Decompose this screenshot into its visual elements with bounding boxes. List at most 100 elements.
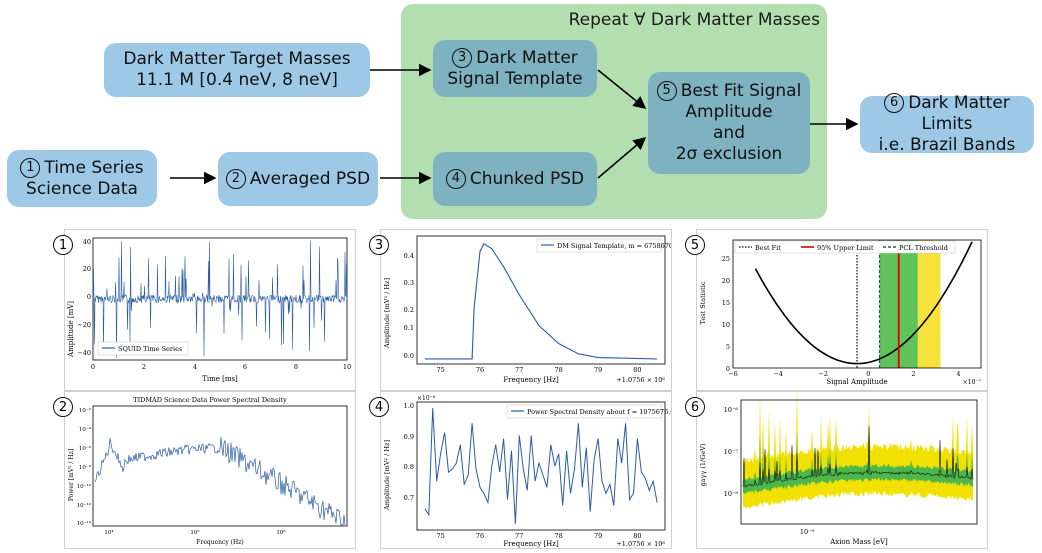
p5-xscale: ×10⁻⁷ — [963, 379, 982, 386]
best-fit-box: 5 Best Fit Signal Amplitude and 2σ exclusion — [648, 72, 810, 174]
p6-ytick: 10⁻⁷ — [724, 448, 739, 456]
plot-psd: TIDMAD Science Data Power Spectral Densi… — [53, 391, 356, 549]
averaged-psd-box: 2 Averaged PSD — [218, 152, 378, 206]
p6-ytick: 10⁻⁶ — [724, 406, 739, 414]
p6-xtick: 10⁻⁹ — [800, 528, 815, 536]
p1-ytick: 0 — [87, 293, 91, 301]
x-tick-label: 75 — [436, 532, 444, 540]
p5-ytick: 25 — [722, 255, 730, 263]
x-tick-label: 75 — [436, 366, 444, 374]
plot-signal-template: Amplitude [mV² / Hz] 0.4 0.3 0.2 0.1 0.0… — [369, 229, 673, 391]
plot-test-statistic: Test Statistic 25 20 15 10 5 0 −6 −4 −2 0 2 4… — [685, 229, 988, 391]
target-masses-box: Dark Matter Target Masses 11.1 M [0.4 neV… — [104, 43, 370, 97]
p5-ylabel: Test Statistic — [699, 281, 707, 324]
p1-ylabel: Amplitude [mV] — [67, 301, 75, 358]
plot-badge-4: 4 — [369, 397, 389, 417]
flow-arrows — [170, 63, 859, 185]
p4-series-line — [424, 408, 658, 524]
p3-ytick: 0.3 — [404, 279, 414, 287]
p4-legend — [506, 404, 663, 419]
p6-green-band — [743, 431, 973, 495]
p1-xtick: 10 — [343, 363, 351, 371]
time-series-line2: Science Data — [26, 178, 138, 199]
time-series-line1: Time Series — [44, 157, 144, 178]
x-tick-label: −6 — [728, 370, 738, 378]
p3-legend-label: DM Signal Template, m = 6758670 — [557, 242, 671, 250]
signal-template-line2: Signal Template — [447, 68, 583, 89]
p5-legend-bestfit: Best Fit — [755, 244, 781, 252]
p2-xtick: 10⁶ — [276, 529, 286, 536]
plot-brazil-bands: gaγγ (1/GeV) 10⁻⁶ 10⁻⁷ 10⁻⁸ 10⁻⁹ Axion M… — [685, 386, 988, 549]
step-badge-1: 1 — [20, 157, 41, 178]
step-badge-6: 6 — [884, 93, 905, 113]
p2-title: TIDMAD Science Data Power Spectral Densi… — [133, 396, 287, 404]
p5-legend-upper: 95% Upper Limit — [817, 244, 874, 252]
target-masses-line2: 11.1 M [0.4 neV, 8 neV] — [136, 70, 338, 90]
p3-legend — [536, 238, 662, 253]
p1-ytick: −40 — [77, 349, 91, 357]
p4-ytick: 0.8 — [404, 463, 414, 471]
p5-legend-pcl: PCL Threshold — [899, 244, 948, 252]
x-tick-label: 77 — [515, 532, 523, 540]
plot-badge-2: 2 — [53, 397, 73, 417]
p2-ytick: 10⁻¹⁰ — [77, 483, 92, 490]
p2-ylabel: Power [mV² / Hz] — [68, 449, 75, 501]
p4-yscale: ×10⁻⁶ — [417, 395, 436, 402]
p1-ytick: 40 — [83, 238, 91, 246]
x-tick-label: 0 — [866, 370, 870, 378]
p4-ytick: 0.7 — [404, 494, 414, 502]
p4-ylabel: Amplitude [mV² / Hz] — [383, 440, 391, 511]
plot-badge-6: 6 — [685, 397, 705, 417]
p1-xtick: 6 — [243, 363, 247, 371]
p4-ytick: 0.9 — [404, 433, 414, 441]
p1-ytick: −20 — [77, 321, 91, 329]
p2-ytick: 10⁻⁶ — [79, 445, 92, 452]
p2-ytick: 10⁻¹⁴ — [77, 520, 92, 527]
x-tick-label: 79 — [594, 366, 602, 374]
p1-xtick: 4 — [193, 363, 197, 371]
p3-ylabel: Amplitude [mV² / Hz] — [383, 278, 391, 349]
averaged-psd-label: Averaged PSD — [249, 168, 371, 189]
x-tick-label: 76 — [476, 532, 484, 540]
p5-ytick: 5 — [726, 343, 730, 351]
best-fit-line3: and — [713, 123, 745, 143]
p1-xtick: 0 — [91, 363, 95, 371]
p6-series-line — [742, 426, 974, 488]
p2-ytick: 10⁻² — [79, 407, 91, 414]
signal-template-line1: Dark Matter — [476, 47, 578, 68]
best-fit-line1: Best Fit Signal — [680, 81, 802, 101]
p4-offset: +1.0756 × 10⁶ — [616, 540, 665, 548]
x-tick-label: 80 — [633, 366, 641, 374]
x-tick-label: 79 — [594, 532, 602, 540]
x-tick-label: 80 — [633, 532, 641, 540]
plot-badge-3: 3 — [369, 235, 389, 255]
p1-legend-label: SQUID Time Series — [118, 345, 182, 353]
p3-ytick: 0.1 — [404, 324, 414, 332]
p2-ytick: 10⁻⁴ — [79, 426, 92, 433]
p1-series-line — [92, 240, 348, 358]
p2-ytick: 10⁻⁸ — [79, 464, 92, 471]
plot-chunked-psd: ×10⁻⁶ Amplitude [mV² / Hz] 1.0 0.9 0.8 0… — [369, 391, 674, 549]
step-badge-5: 5 — [656, 81, 677, 101]
p5-legend — [734, 240, 956, 254]
p3-ytick: 0.4 — [404, 252, 414, 260]
x-tick-label: 76 — [476, 366, 484, 374]
arrow-template-to-fit — [597, 69, 647, 110]
p2-ytick: 10⁻¹² — [77, 502, 91, 509]
p6-xlabel: Axion Mass [eV] — [829, 538, 888, 546]
target-masses-line1: Dark Matter Target Masses — [123, 49, 351, 69]
step-badge-2: 2 — [225, 168, 246, 189]
p1-xtick: 8 — [294, 363, 298, 371]
plot-badge-1: 1 — [53, 235, 73, 255]
p6-ytick: 10⁻⁸ — [724, 490, 739, 498]
p1-xtick: 2 — [142, 363, 146, 371]
p2-series-line — [94, 437, 346, 526]
x-tick-label: 78 — [555, 532, 563, 540]
p5-ytick: 0 — [726, 365, 730, 373]
p3-xlabel: Frequency [Hz] — [503, 376, 559, 384]
best-fit-line4: 2σ exclusion — [675, 144, 783, 164]
p6-ylabel: gaγγ (1/GeV) — [699, 443, 707, 486]
x-tick-label: −4 — [773, 370, 783, 378]
plot-badge-5: 5 — [685, 235, 705, 255]
x-tick-label: 77 — [515, 366, 523, 374]
